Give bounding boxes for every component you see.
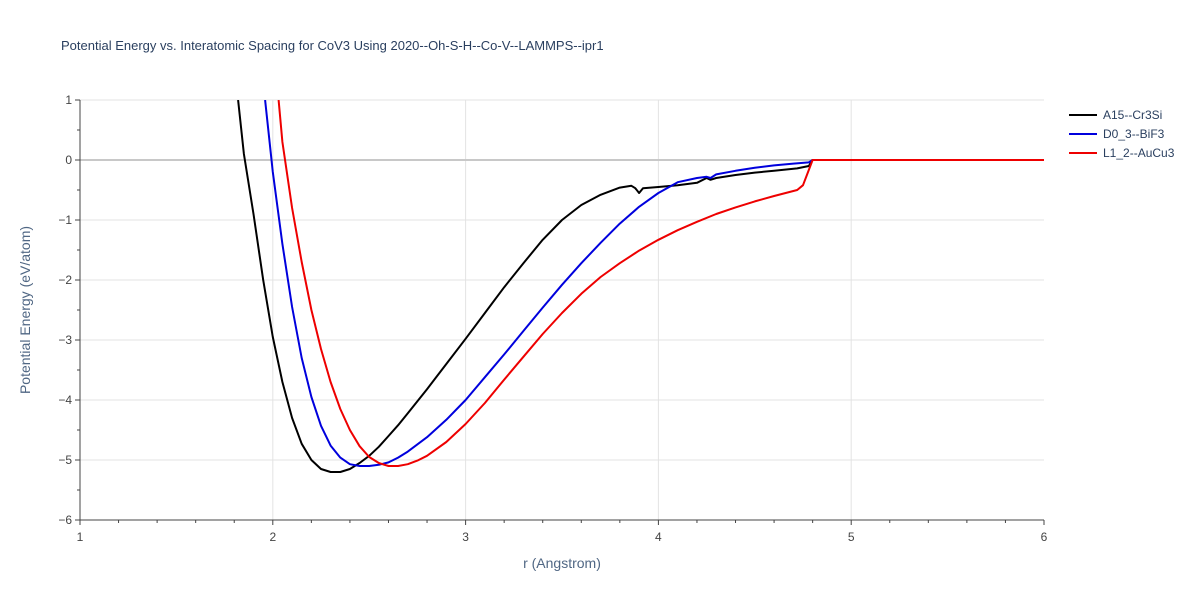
legend-label: A15--Cr3Si — [1103, 108, 1162, 122]
grid — [80, 99, 1044, 520]
series-lines — [237, 100, 1044, 473]
y-tick-label: 1 — [65, 93, 72, 107]
legend-label: L1_2--AuCu3 — [1103, 146, 1175, 160]
legend-label: D0_3--BiF3 — [1103, 127, 1165, 141]
legend: A15--Cr3Si D0_3--BiF3 L1_2--AuCu3 — [1069, 108, 1175, 160]
x-tick-label: 6 — [1041, 530, 1048, 544]
series-line-2 — [277, 100, 1044, 467]
x-tick-label: 3 — [462, 530, 469, 544]
y-tick-label: −4 — [58, 393, 72, 407]
y-tick-label: −2 — [58, 273, 72, 287]
x-tick-label: 1 — [77, 530, 84, 544]
y-tick-label: −3 — [58, 333, 72, 347]
x-tick-label: 2 — [269, 530, 276, 544]
x-tick-labels: 1 2 3 4 5 6 — [77, 530, 1048, 544]
x-tick-label: 5 — [848, 530, 855, 544]
y-tick-label: −1 — [58, 213, 72, 227]
series-line-1 — [264, 100, 1044, 467]
y-tick-label: 0 — [65, 153, 72, 167]
x-axis-title: r (Angstrom) — [523, 555, 601, 571]
y-tick-label: −6 — [58, 513, 72, 527]
x-tick-label: 4 — [655, 530, 662, 544]
y-tick-label: −5 — [58, 453, 72, 467]
axes — [75, 99, 1045, 525]
chart-title: Potential Energy vs. Interatomic Spacing… — [61, 38, 604, 53]
series-line-0 — [237, 100, 1044, 473]
y-axis-title: Potential Energy (eV/atom) — [17, 226, 33, 394]
y-tick-labels: 1 0 −1 −2 −3 −4 −5 −6 — [58, 93, 72, 527]
